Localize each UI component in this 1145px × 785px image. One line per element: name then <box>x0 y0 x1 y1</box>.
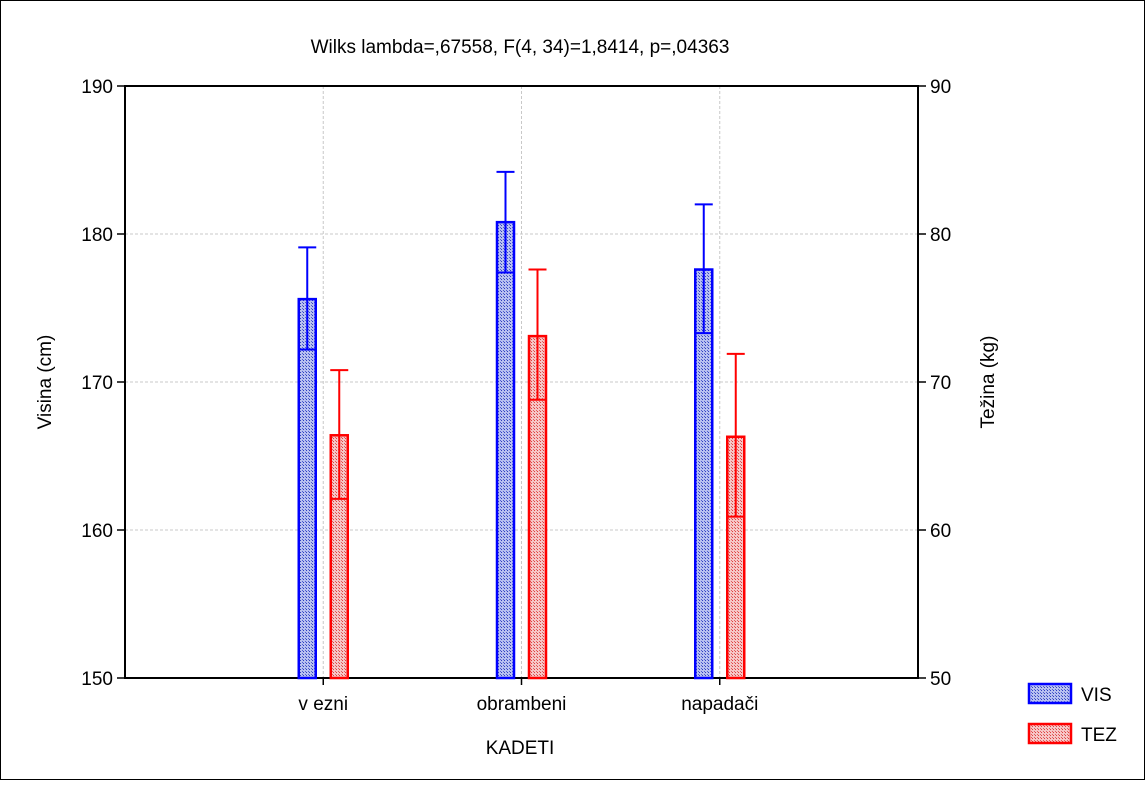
y-tick-label-left: 180 <box>81 225 113 246</box>
legend-label-vis: VIS <box>1081 685 1112 706</box>
bar-vis <box>495 220 516 680</box>
x-tick-label: napadači <box>681 694 758 715</box>
y-tick-label-right: 60 <box>930 521 951 542</box>
y-axis-label-right: Težina (kg) <box>978 336 999 429</box>
y-tick-label-right: 50 <box>930 669 951 690</box>
y-tick-label-left: 160 <box>81 521 113 542</box>
x-axis-label: KADETI <box>486 738 555 759</box>
x-tick-label: v ezni <box>298 694 348 715</box>
legend-swatch-vis <box>1027 682 1073 705</box>
y-tick-label-right: 80 <box>930 225 951 246</box>
legend: VIS TEZ <box>1027 682 1117 746</box>
y-tick-label-left: 150 <box>81 669 113 690</box>
grid <box>125 86 918 678</box>
y-axis-label-left: Visina (cm) <box>35 335 56 430</box>
y-tick-label-left: 170 <box>81 373 113 394</box>
bars <box>297 170 746 680</box>
y-tick-label-right: 70 <box>930 373 951 394</box>
legend-swatch-tez <box>1027 722 1073 745</box>
bar-vis <box>297 297 317 680</box>
x-tick-label: obrambeni <box>477 694 567 715</box>
ticks: 150 160 170 180 190 50 60 70 80 90 v ezni obrambeni… <box>81 77 951 715</box>
y-tick-label-left: 190 <box>81 77 113 98</box>
y-tick-label-right: 90 <box>930 77 951 98</box>
chart-title: Wilks lambda=,67558, F(4, 34)=1,8414, p=… <box>311 37 730 58</box>
legend-label-tez: TEZ <box>1081 725 1117 746</box>
